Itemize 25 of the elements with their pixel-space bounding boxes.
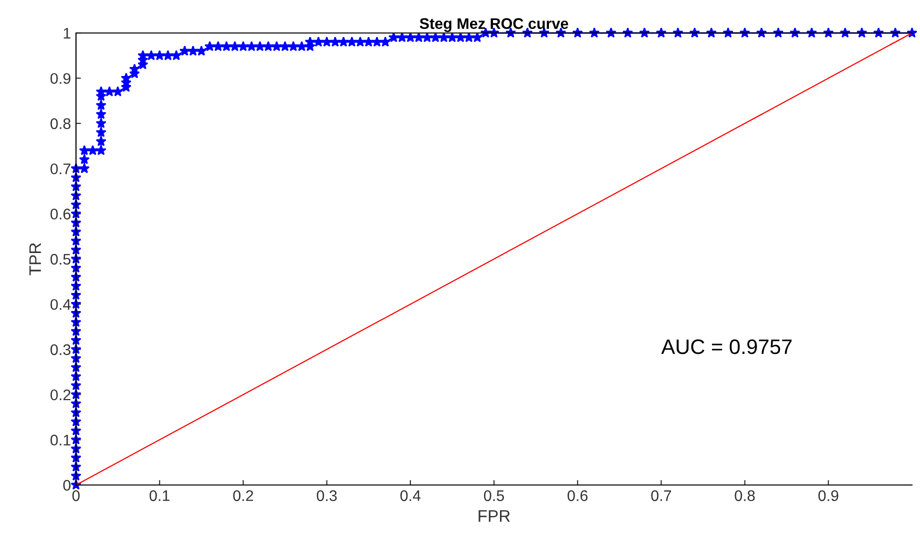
- x-tick-label: 0.2: [233, 490, 254, 502]
- x-tick-label: 0.6: [568, 490, 588, 502]
- y-tick-label: 0.7: [50, 163, 70, 174]
- y-tick-label: 0.1: [50, 434, 70, 446]
- y-tick-label: 0.4: [50, 299, 71, 310]
- x-tick-label: 0.1: [150, 490, 170, 502]
- x-tick-label: 0.7: [651, 490, 672, 502]
- x-axis-title: FPR: [478, 510, 510, 522]
- y-tick-label: 0.2: [50, 389, 70, 400]
- y-tick-label: 0.5: [50, 254, 70, 265]
- x-tick-label: 0.5: [484, 490, 504, 502]
- x-tick-label: 0.4: [400, 490, 421, 502]
- chart-title: Steg Mez ROC curve: [420, 18, 568, 32]
- y-axis-title: TPR: [29, 243, 41, 276]
- annotation: AUC = 0.9757: [661, 339, 792, 354]
- y-tick-label: 0.9: [50, 73, 70, 84]
- y-tick-label: 0.3: [50, 344, 70, 356]
- y-tick-label: 0.6: [50, 208, 70, 220]
- y-tick-label: 1: [64, 28, 70, 39]
- x-tick-label: 0: [72, 490, 80, 502]
- x-tick-label: 0.3: [316, 490, 337, 502]
- x-tick-label: 0.9: [818, 490, 838, 502]
- y-tick-label: 0: [63, 480, 71, 491]
- y-tick-label: 0.8: [50, 118, 70, 130]
- x-tick-label: 0.8: [734, 490, 755, 502]
